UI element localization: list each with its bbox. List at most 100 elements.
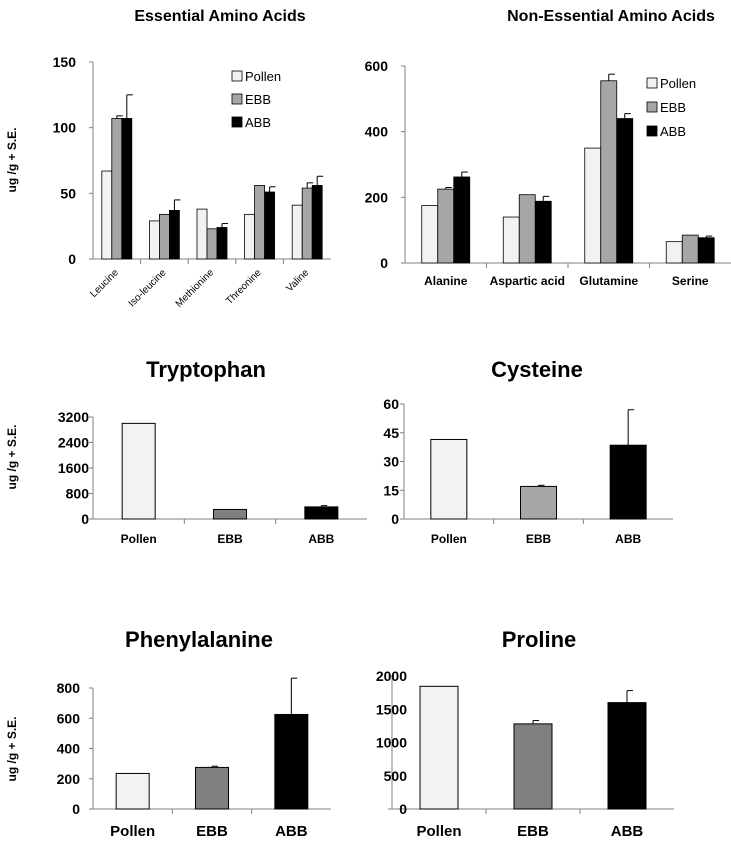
phenylalanine-category-label: ABB (275, 823, 308, 840)
nonessential-bar-ebb (600, 80, 618, 264)
essential-category-label: Iso-leucine (127, 267, 169, 309)
tryptophan-category-label: EBB (217, 532, 243, 546)
essential-bar-pollen (148, 220, 160, 260)
nonessential-category-label: Alanine (424, 274, 468, 288)
proline-ytick-label: 1000 (376, 735, 407, 751)
essential-ytick-label: 100 (53, 120, 77, 136)
nonessential-ytick-label: 200 (365, 189, 389, 205)
essential-ytick-label: 150 (53, 54, 77, 70)
nonessential-category-label: Aspartic acid (490, 274, 565, 288)
legend-swatch-abb (231, 116, 243, 128)
nonessential-bar-ebb (518, 194, 536, 264)
nonessential-bar-ebb (437, 188, 455, 264)
legend-label-abb: ABB (245, 115, 271, 130)
essential-title: Essential Amino Acids (134, 8, 305, 25)
essential-bar-pollen (196, 208, 208, 260)
tryptophan-category-label: Pollen (121, 532, 157, 546)
cysteine-ytick-label: 30 (383, 454, 399, 470)
nonessential-bar-abb (697, 237, 715, 264)
tryptophan-bar-abb (304, 506, 339, 520)
proline-ytick-label: 1500 (376, 701, 407, 717)
proline-bar-pollen (419, 685, 459, 810)
essential-bar-pollen (244, 213, 256, 260)
cysteine-ytick-label: 45 (383, 425, 399, 441)
nonessential-bar-pollen (421, 205, 439, 264)
nonessential-bar-pollen (665, 241, 683, 264)
proline-chart: Proline 0 500 1000 1500 2000 Pollen EBB ABB (376, 627, 674, 840)
nonessential-ytick-label: 600 (365, 58, 389, 74)
tryptophan-ytick-label: 800 (66, 486, 90, 502)
phenylalanine-title: Phenylalanine (125, 627, 273, 652)
y-axis-label-row-1: ug /g + S.E. (5, 127, 19, 192)
proline-category-label: ABB (611, 823, 644, 840)
phenylalanine-ytick-label: 0 (72, 801, 80, 817)
nonessential-bar-abb (616, 118, 634, 264)
tryptophan-bar-pollen (121, 422, 156, 520)
nonessential-ytick-label: 0 (380, 255, 388, 271)
essential-bar-ebb (158, 213, 170, 260)
legend-swatch-pollen (231, 70, 243, 82)
tryptophan-ytick-label: 2400 (58, 435, 89, 451)
essential-category-label: Methionine (174, 267, 217, 310)
proline-title: Proline (502, 627, 577, 652)
legend-swatch-ebb (231, 93, 243, 105)
nonessential-chart: Non-Essential Amino Acids 0 200 400 600 Alani… (365, 8, 731, 288)
proline-bar-ebb (513, 723, 553, 810)
tryptophan-chart: Tryptophan 0 800 1600 2400 3200 Pollen EBB ABB (58, 357, 367, 546)
legend-swatch-abb (646, 125, 658, 137)
nonessential-bar-pollen (584, 147, 602, 264)
cysteine-bar-abb (609, 444, 647, 520)
cysteine-bar-ebb (520, 485, 557, 520)
phenylalanine-category-label: Pollen (110, 823, 155, 840)
nonessential-title: Non-Essential Amino Acids (507, 8, 715, 25)
nonessential-bar-ebb (681, 234, 699, 264)
cysteine-ytick-label: 0 (391, 511, 399, 527)
tryptophan-category-label: ABB (308, 532, 334, 546)
nonessential-bar-abb (453, 176, 471, 264)
essential-category-label: Threonine (224, 267, 264, 307)
essential-bar-abb (168, 210, 180, 260)
phenylalanine-bar-ebb (195, 766, 229, 810)
legend-label-ebb: EBB (245, 92, 271, 107)
nonessential-ytick-label: 400 (365, 124, 389, 140)
proline-ytick-label: 2000 (376, 668, 407, 684)
essential-bar-abb (216, 227, 228, 260)
proline-bar-abb (607, 702, 647, 810)
cysteine-category-label: Pollen (431, 532, 467, 546)
essential-bar-pollen (101, 170, 113, 260)
legend-label-ebb: EBB (660, 100, 686, 115)
y-axis-label-row-2: ug /g + S.E. (5, 424, 19, 489)
cysteine-ytick-label: 15 (383, 482, 399, 498)
legend-swatch-ebb (646, 101, 658, 113)
cysteine-bar-pollen (430, 438, 468, 520)
tryptophan-ytick-label: 3200 (58, 409, 89, 425)
tryptophan-title: Tryptophan (146, 357, 266, 382)
cysteine-chart: Cysteine 0 15 30 45 60 Pollen EBB ABB (383, 357, 673, 546)
tryptophan-bar-ebb (213, 508, 247, 520)
cysteine-title: Cysteine (491, 357, 583, 382)
phenylalanine-ytick-label: 800 (57, 680, 81, 696)
nonessential-bar-pollen (502, 216, 520, 264)
essential-category-label: Valine (284, 267, 311, 294)
essential-ytick-label: 50 (60, 185, 76, 201)
phenylalanine-bar-abb (274, 713, 309, 810)
essential-legend: Pollen EBB ABB (231, 69, 281, 130)
nonessential-category-label: Glutamine (579, 274, 638, 288)
phenylalanine-ytick-label: 400 (57, 741, 81, 757)
nonessential-legend: Pollen EBB ABB (646, 76, 696, 139)
essential-category-label: Leucine (88, 267, 121, 300)
proline-category-label: EBB (517, 823, 549, 840)
essential-bar-ebb (206, 228, 218, 260)
legend-label-pollen: Pollen (660, 76, 696, 91)
essential-bar-pollen (291, 204, 303, 260)
cysteine-ytick-label: 60 (383, 396, 399, 412)
legend-label-pollen: Pollen (245, 69, 281, 84)
tryptophan-ytick-label: 0 (81, 511, 89, 527)
legend-swatch-pollen (646, 77, 658, 89)
cysteine-category-label: ABB (615, 532, 641, 546)
essential-chart: Essential Amino Acids 0 50 100 150 Leucine Iso… (53, 8, 331, 310)
proline-ytick-label: 0 (399, 801, 407, 817)
proline-category-label: Pollen (416, 823, 461, 840)
nonessential-bar-abb (534, 200, 552, 264)
